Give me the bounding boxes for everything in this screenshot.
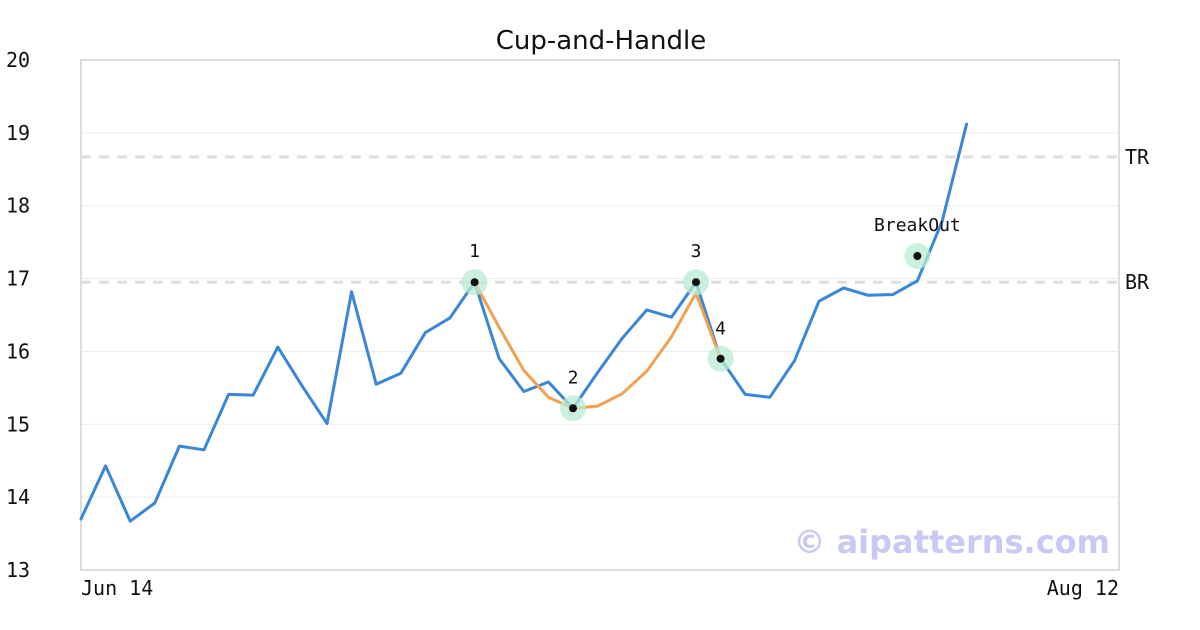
y-tick-label-18: 18 bbox=[6, 194, 30, 218]
y-tick-label-16: 16 bbox=[6, 339, 30, 363]
y-tick-label-17: 17 bbox=[6, 267, 30, 291]
y-tick-label-14: 14 bbox=[6, 485, 30, 509]
watermark-text: © aipatterns.com bbox=[793, 523, 1110, 561]
y-tick-label-20: 20 bbox=[6, 48, 30, 72]
y-axis-ticks: 13 14 15 16 17 18 19 20 bbox=[6, 48, 30, 582]
marker-label-1: 1 bbox=[469, 241, 480, 262]
marker-dot-1 bbox=[470, 278, 479, 287]
x-tick-label-start: Jun 14 bbox=[81, 576, 153, 600]
marker-dot-3 bbox=[692, 278, 700, 287]
reference-lines: TR BR bbox=[81, 145, 1150, 294]
chart-title: Cup-and-Handle bbox=[496, 26, 707, 56]
marker-label-breakout: BreakOut bbox=[874, 215, 961, 236]
y-tick-label-19: 19 bbox=[6, 121, 30, 145]
marker-dot-2 bbox=[569, 404, 577, 413]
grid-lines bbox=[81, 132, 1119, 498]
plot-area-frame bbox=[80, 59, 1120, 571]
x-tick-label-end: Aug 12 bbox=[1047, 576, 1119, 600]
series-lines bbox=[79, 122, 969, 523]
marker-label-3: 3 bbox=[691, 241, 702, 262]
series-1-line bbox=[79, 122, 969, 523]
x-axis-ticks: Jun 14 Aug 12 bbox=[81, 576, 1119, 600]
marker-label-4: 4 bbox=[715, 319, 726, 340]
series-2-line bbox=[473, 280, 723, 410]
y-tick-label-15: 15 bbox=[6, 412, 30, 436]
y-tick-label-13: 13 bbox=[6, 558, 30, 582]
pattern-markers: 1 2 3 4 BreakOut bbox=[461, 215, 961, 422]
marker-dot-4 bbox=[716, 354, 725, 363]
marker-label-2: 2 bbox=[568, 367, 579, 388]
reference-label-br: BR bbox=[1125, 270, 1150, 294]
marker-dot-breakout bbox=[913, 251, 922, 260]
reference-label-tr: TR bbox=[1125, 145, 1150, 169]
